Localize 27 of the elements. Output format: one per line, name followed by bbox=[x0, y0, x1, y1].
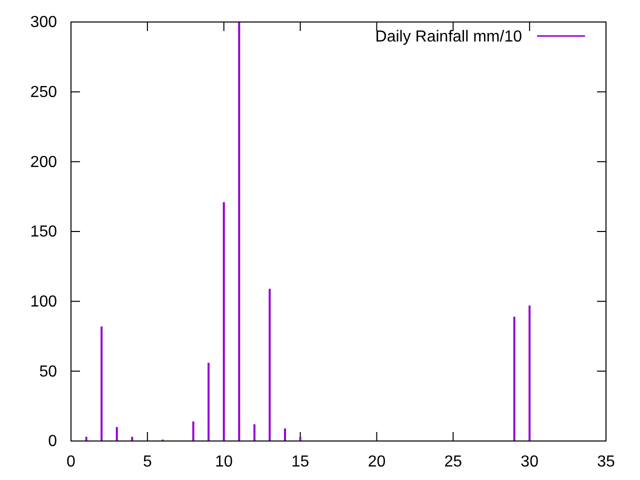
y-tick-label: 250 bbox=[30, 84, 58, 101]
bar bbox=[116, 427, 118, 441]
text: Daily Rainfall mm/10 bbox=[375, 28, 522, 46]
bar bbox=[513, 316, 516, 441]
x-tick-label: 0 bbox=[66, 453, 76, 470]
bar bbox=[208, 362, 210, 441]
bar bbox=[528, 306, 531, 441]
y-tick-label: 300 bbox=[30, 14, 58, 32]
bar bbox=[284, 428, 286, 441]
bar bbox=[238, 22, 240, 441]
x-tick-label: 5 bbox=[142, 453, 152, 470]
y-tick-label: 100 bbox=[30, 293, 58, 310]
x-tick-label: 25 bbox=[444, 453, 462, 470]
x-tick-label: 15 bbox=[291, 453, 310, 470]
y-tick-label: 200 bbox=[30, 154, 58, 171]
bar bbox=[222, 202, 225, 441]
x-tick-label: 30 bbox=[520, 453, 539, 470]
y-tick-label: 150 bbox=[30, 224, 58, 241]
y-tick-label: 0 bbox=[48, 433, 58, 450]
bar bbox=[100, 326, 103, 441]
x-tick-label: 10 bbox=[214, 453, 233, 470]
x-tick-label: 35 bbox=[597, 453, 615, 470]
bar bbox=[268, 288, 271, 441]
bar bbox=[192, 421, 194, 441]
bar bbox=[253, 424, 256, 441]
y-tick-label: 50 bbox=[39, 363, 58, 380]
x-tick-label: 20 bbox=[368, 453, 386, 470]
